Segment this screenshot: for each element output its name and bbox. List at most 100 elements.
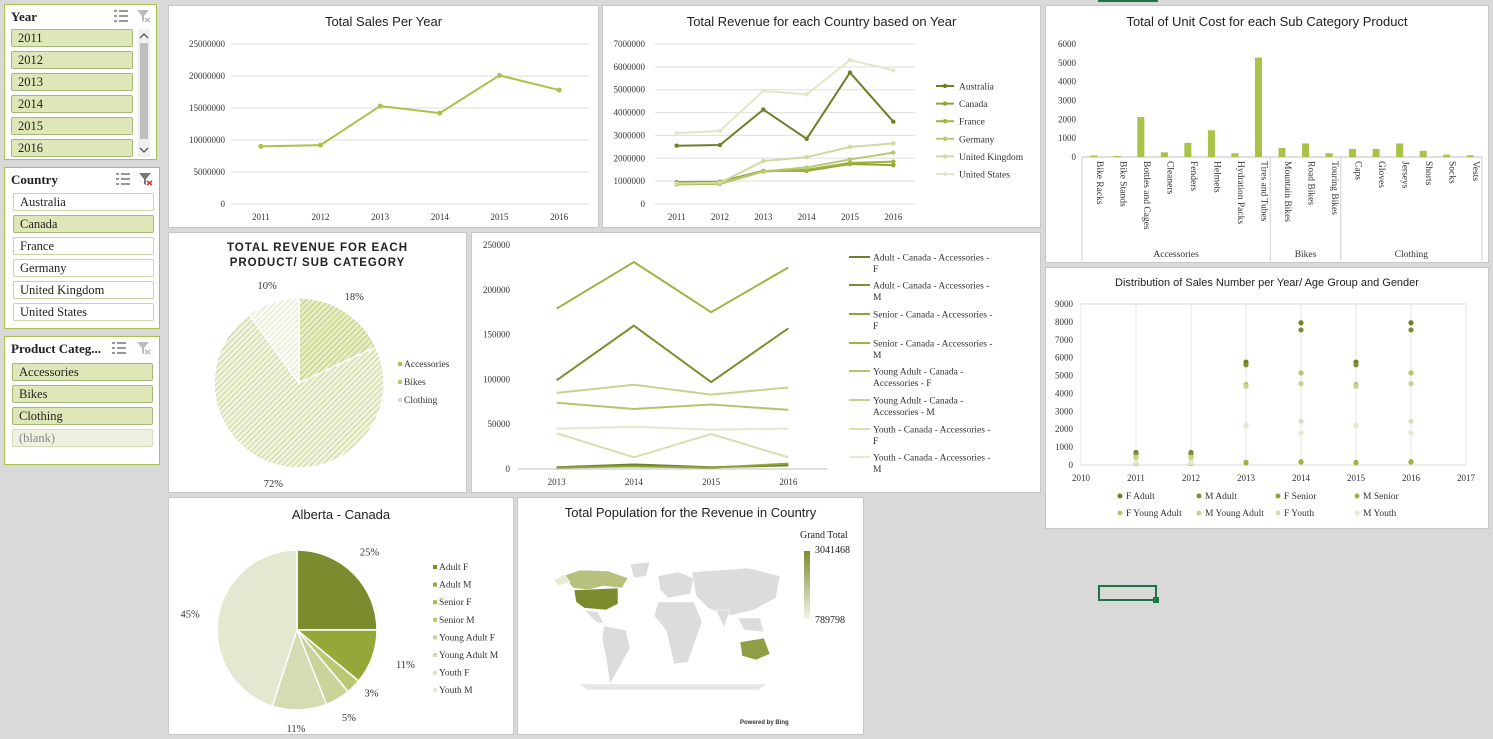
- scroll-up-icon[interactable]: [138, 31, 150, 41]
- multi-select-icon[interactable]: [115, 172, 131, 186]
- category-item[interactable]: (blank): [12, 429, 153, 447]
- bar: [1090, 155, 1098, 157]
- fill-handle[interactable]: [1153, 597, 1159, 603]
- x-tick-label: 2011: [1127, 473, 1145, 483]
- revenue-country-chart[interactable]: Total Revenue for each Country based on …: [602, 5, 1041, 228]
- category-item[interactable]: Clothing: [12, 407, 153, 425]
- active-cell[interactable]: [1098, 585, 1157, 601]
- clear-filter-icon[interactable]: [138, 172, 154, 186]
- x-tick-label: 2015: [841, 212, 860, 222]
- unit-cost-chart[interactable]: Total of Unit Cost for each Sub Category…: [1045, 5, 1489, 263]
- legend-label: Senior - Canada - Accessories -: [873, 311, 993, 321]
- legend-marker: [433, 670, 437, 675]
- legend-label: Australia: [959, 83, 995, 93]
- data-point: [717, 180, 723, 185]
- map-asia[interactable]: [691, 567, 781, 617]
- data-point: [1188, 460, 1194, 466]
- country-item[interactable]: United States: [13, 303, 154, 321]
- country-item[interactable]: France: [13, 237, 154, 255]
- map-southeast-asia[interactable]: [737, 617, 765, 633]
- map-antarctica[interactable]: [576, 683, 770, 691]
- multi-select-icon[interactable]: [111, 341, 127, 355]
- year-item[interactable]: 2012: [11, 51, 133, 69]
- data-point: [1353, 423, 1359, 429]
- year-item[interactable]: 2014: [11, 95, 133, 113]
- data-point: [1298, 327, 1304, 333]
- year-item[interactable]: 2011: [11, 29, 133, 47]
- alberta-pie-chart[interactable]: Alberta - Canada 25% 11% 3% 5% 11% 45% Adult F…: [168, 497, 514, 735]
- y-tick-label: 100000: [483, 374, 511, 384]
- map-alaska[interactable]: [553, 573, 571, 587]
- legend-label-cont: M: [873, 293, 882, 303]
- year-item[interactable]: 2016: [11, 139, 133, 157]
- sales-distribution-chart[interactable]: Distribution of Sales Number per Year/ A…: [1045, 267, 1489, 529]
- legend-marker: [433, 635, 437, 640]
- country-item[interactable]: Germany: [13, 259, 154, 277]
- map-central-america[interactable]: [583, 609, 605, 625]
- x-tick-label: 2014: [431, 212, 450, 222]
- data-point: [1243, 362, 1249, 368]
- year-item[interactable]: 2015: [11, 117, 133, 135]
- y-tick-label: 2000000: [614, 153, 646, 163]
- sales-distribution-plot: 9000 8000 7000 6000 5000 4000 3000 2000 1000 0 201…: [1055, 299, 1476, 519]
- year-scrollbar[interactable]: [138, 29, 150, 157]
- data-point: [847, 57, 853, 63]
- y-tick-label: 7000000: [614, 39, 646, 49]
- map-canada[interactable]: [562, 569, 629, 591]
- country-item[interactable]: Canada: [13, 215, 154, 233]
- map-greenland[interactable]: [629, 561, 651, 579]
- country-item[interactable]: United Kingdom: [13, 281, 154, 299]
- y-tick-label: 20000000: [189, 71, 226, 81]
- legend-label: Canada: [959, 100, 988, 110]
- data-point: [674, 181, 679, 186]
- y-tick-label: 9000: [1055, 299, 1074, 309]
- canada-accessories-plot: 250000 200000 150000 100000 50000 0 2013 2014 20…: [483, 240, 993, 487]
- multi-select-icon[interactable]: [113, 9, 129, 23]
- bar: [1137, 117, 1145, 157]
- data-point: [891, 150, 896, 155]
- legend-label: F Youth: [1284, 509, 1314, 519]
- revenue-product-pie-chart[interactable]: TOTAL REVENUE FOR EACH PRODUCT/ SUB CATE…: [168, 232, 467, 493]
- country-item[interactable]: Australia: [13, 193, 154, 211]
- year-item[interactable]: 2013: [11, 73, 133, 91]
- legend-label: Adult M: [439, 581, 472, 591]
- bar: [1419, 150, 1427, 157]
- data-label: 10%: [258, 281, 278, 292]
- y-tick-label: 1000000: [614, 176, 646, 186]
- bar: [1443, 154, 1451, 157]
- x-tick-label: 2012: [312, 212, 330, 222]
- sales-per-year-chart[interactable]: Total Sales Per Year 25000000 20000000 150…: [168, 5, 599, 228]
- legend-label-cont: M: [873, 351, 882, 361]
- legend-label: United Kingdom: [959, 153, 1024, 163]
- legend-label: Youth - Canada - Accessories -: [873, 426, 991, 436]
- legend-label: Senior F: [439, 598, 471, 608]
- y-tick-label: 50000: [488, 419, 511, 429]
- pie-slice: [298, 297, 377, 385]
- scroll-down-icon[interactable]: [138, 145, 150, 155]
- map-united-states[interactable]: [573, 587, 619, 611]
- x-tick-label: 2016: [884, 212, 903, 222]
- legend-marker: [942, 154, 948, 159]
- clear-filter-icon[interactable]: [136, 341, 152, 355]
- series-line: [556, 324, 789, 384]
- series-line: [260, 74, 560, 148]
- clear-filter-icon[interactable]: [136, 9, 152, 23]
- data-point: [1243, 423, 1249, 429]
- scroll-thumb[interactable]: [140, 43, 148, 139]
- map-africa[interactable]: [653, 601, 703, 665]
- data-point: [1188, 455, 1194, 461]
- y-tick-label: 6000000: [614, 62, 646, 72]
- map-india[interactable]: [715, 609, 731, 629]
- map-south-america[interactable]: [601, 625, 631, 685]
- map-europe[interactable]: [657, 571, 695, 599]
- population-map-chart[interactable]: Total Population for the Revenue in Coun…: [517, 497, 864, 735]
- y-tick-label: 5000000: [614, 85, 646, 95]
- category-item[interactable]: Accessories: [12, 363, 153, 381]
- data-point: [804, 136, 809, 142]
- canada-accessories-chart[interactable]: 250000 200000 150000 100000 50000 0 2013 2014 20…: [471, 232, 1041, 493]
- map-australia[interactable]: [739, 637, 771, 661]
- series-line: [556, 462, 789, 469]
- data-point: [1408, 370, 1414, 376]
- category-item[interactable]: Bikes: [12, 385, 153, 403]
- bar: [1254, 57, 1262, 158]
